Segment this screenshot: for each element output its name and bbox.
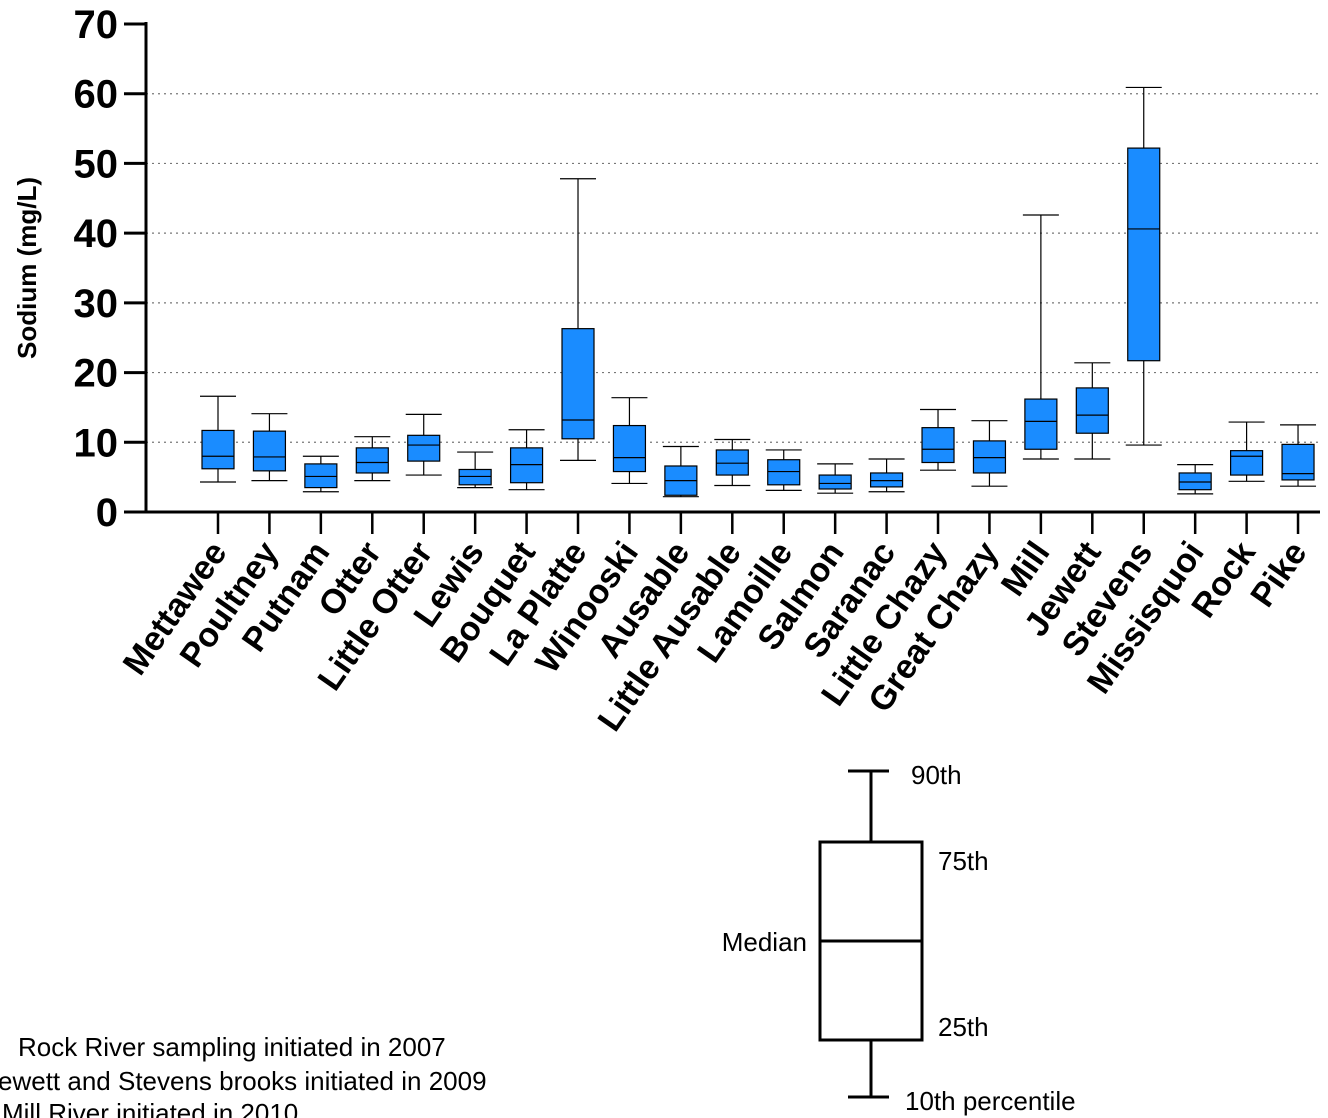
box-body [921,427,955,464]
box-body [458,468,492,486]
note-jewett-stevens: ewett and Stevens brooks initiated in 20… [0,1066,487,1096]
legend-label-p25: 25th [938,1012,989,1042]
y-axis-label: Sodium (mg/L) [12,177,42,359]
y-tick-label: 30 [74,282,119,326]
box-body [715,449,749,476]
box-body [612,424,647,473]
box-body [304,463,338,489]
note-mill-river: Mill River initiated in 2010 [2,1098,298,1118]
box-body [561,328,595,440]
box-body [1178,472,1212,491]
legend-label-p90: 90th [911,760,962,790]
note-rock-river: Rock River sampling initiated in 2007 [18,1032,446,1062]
y-tick-label: 20 [74,352,119,396]
x-tick-label: Pike [1243,535,1314,614]
y-tick-label: 70 [74,3,119,47]
box-body [767,459,801,486]
box-body [407,434,441,462]
box-legend: 90th 75th Median 25th 10th percentile [722,760,1076,1116]
box-body [1229,450,1264,476]
box-body [509,447,544,484]
box-body [252,430,287,472]
y-tick-label: 10 [74,421,119,465]
box-body [1281,443,1315,481]
box-body [869,472,904,488]
y-tick-label: 40 [74,212,119,256]
legend-label-p10: 10th percentile [905,1086,1076,1116]
legend-label-median: Median [722,927,807,957]
legend-label-p75: 75th [938,846,989,876]
axes [124,22,1320,534]
y-tick-labels: 0 10 20 30 40 50 60 70 [74,3,119,535]
box-body [1075,387,1109,434]
box-body [1024,398,1058,450]
box-series [200,86,1317,498]
gridlines [146,93,1320,443]
box-body [201,429,235,470]
y-tick-label: 60 [74,73,119,117]
sampling-notes: Rock River sampling initiated in 2007 ew… [0,1032,487,1118]
box-body [972,440,1007,474]
box-body [818,474,852,490]
box-body [1127,147,1161,362]
y-tick-label: 0 [96,491,118,535]
box-body [355,447,389,474]
y-tick-label: 50 [74,142,119,186]
